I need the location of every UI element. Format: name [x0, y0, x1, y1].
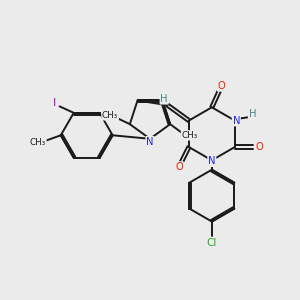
- Text: CH₃: CH₃: [102, 111, 118, 120]
- Text: N: N: [208, 156, 216, 166]
- Text: H: H: [249, 109, 256, 119]
- Text: O: O: [255, 142, 263, 152]
- Text: H: H: [160, 94, 168, 104]
- Text: O: O: [218, 81, 225, 91]
- Text: CH₃: CH₃: [30, 138, 46, 147]
- Text: I: I: [53, 98, 56, 108]
- Text: N: N: [146, 137, 154, 147]
- Text: CH₃: CH₃: [182, 131, 198, 140]
- Text: Cl: Cl: [207, 238, 217, 248]
- Text: N: N: [232, 116, 240, 126]
- Text: O: O: [175, 162, 183, 172]
